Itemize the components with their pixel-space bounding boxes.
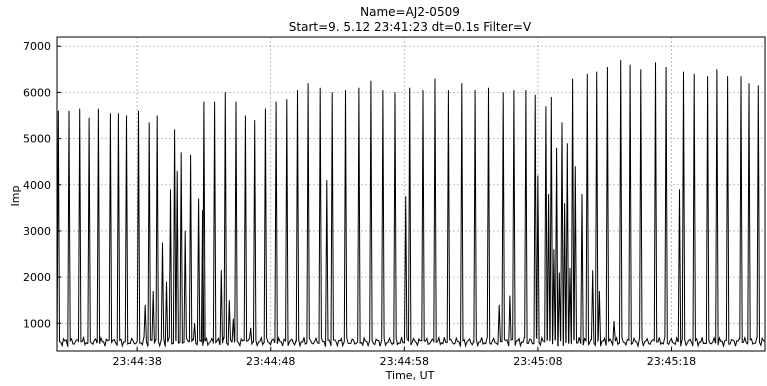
chart-title: Name=AJ2-0509 <box>360 5 460 19</box>
y-tick-label: 7000 <box>23 40 51 53</box>
y-tick-label: 4000 <box>23 179 51 192</box>
y-tick-label: 6000 <box>23 86 51 99</box>
x-tick-label: 23:45:18 <box>647 355 696 368</box>
x-tick-label: 23:45:08 <box>513 355 562 368</box>
y-axis-label: Imp <box>9 186 22 207</box>
x-tick-label: 23:44:58 <box>380 355 429 368</box>
x-axis-label: Time, UT <box>385 369 435 382</box>
y-tick-label: 3000 <box>23 225 51 238</box>
y-tick-label: 2000 <box>23 271 51 284</box>
chart-subtitle: Start=9. 5.12 23:41:23 dt=0.1s Filter=V <box>289 20 532 34</box>
x-tick-label: 23:44:38 <box>112 355 161 368</box>
y-tick-label: 5000 <box>23 133 51 146</box>
y-tick-label: 1000 <box>23 317 51 330</box>
x-tick-label: 23:44:48 <box>246 355 295 368</box>
